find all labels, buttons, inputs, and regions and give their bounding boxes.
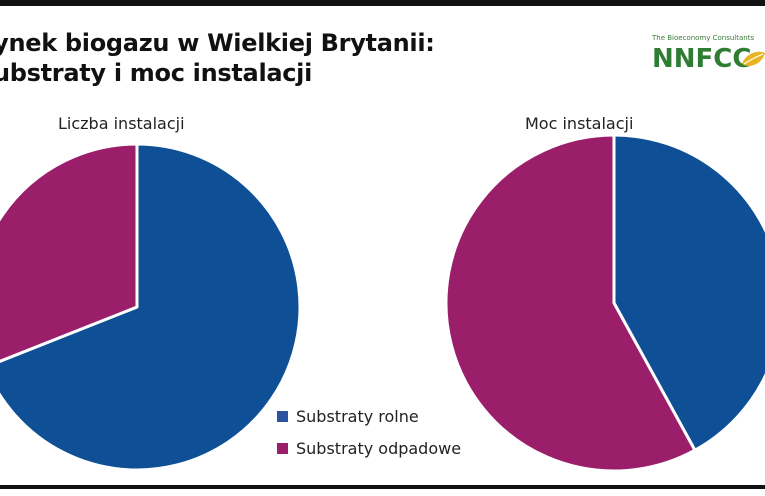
bottom-border: [0, 485, 765, 496]
pie-slice-moc-odpadowe: [444, 133, 697, 473]
legend-label-rolne: Substraty rolne: [296, 406, 419, 426]
top-border: [0, 0, 765, 6]
legend-label-odpadowe: Substraty odpadowe: [296, 438, 462, 458]
pie-slice-liczba-odpadowe: [0, 142, 139, 363]
leaf-icon: [742, 51, 765, 66]
page-title: Rynek biogazu w Wielkiej Brytanii: Subst…: [0, 28, 435, 88]
legend: Substraty rolne Substraty odpadowe: [277, 404, 461, 468]
pie-chart-moc: [444, 133, 765, 473]
logo-wordmark: NNFCC: [652, 44, 752, 74]
chart-title-moc: Moc instalacji: [525, 114, 634, 133]
pie-slice-liczba-rolne: [0, 142, 302, 472]
title-line-1: Rynek biogazu w Wielkiej Brytanii:: [0, 29, 435, 57]
legend-item-rolne: Substraty rolne: [277, 404, 461, 428]
pie-chart-liczba: [0, 142, 302, 472]
logo-tagline: The Bioeconomy Consultants: [652, 34, 755, 42]
legend-swatch-odpadowe: [277, 442, 288, 454]
legend-item-odpadowe: Substraty odpadowe: [277, 436, 461, 460]
nnfcc-logo: The Bioeconomy Consultants NNFCC: [652, 34, 765, 84]
title-line-2: Substraty i moc instalacji: [0, 59, 313, 87]
legend-swatch-rolne: [277, 410, 288, 422]
chart-title-liczba: Liczba instalacji: [58, 114, 185, 133]
